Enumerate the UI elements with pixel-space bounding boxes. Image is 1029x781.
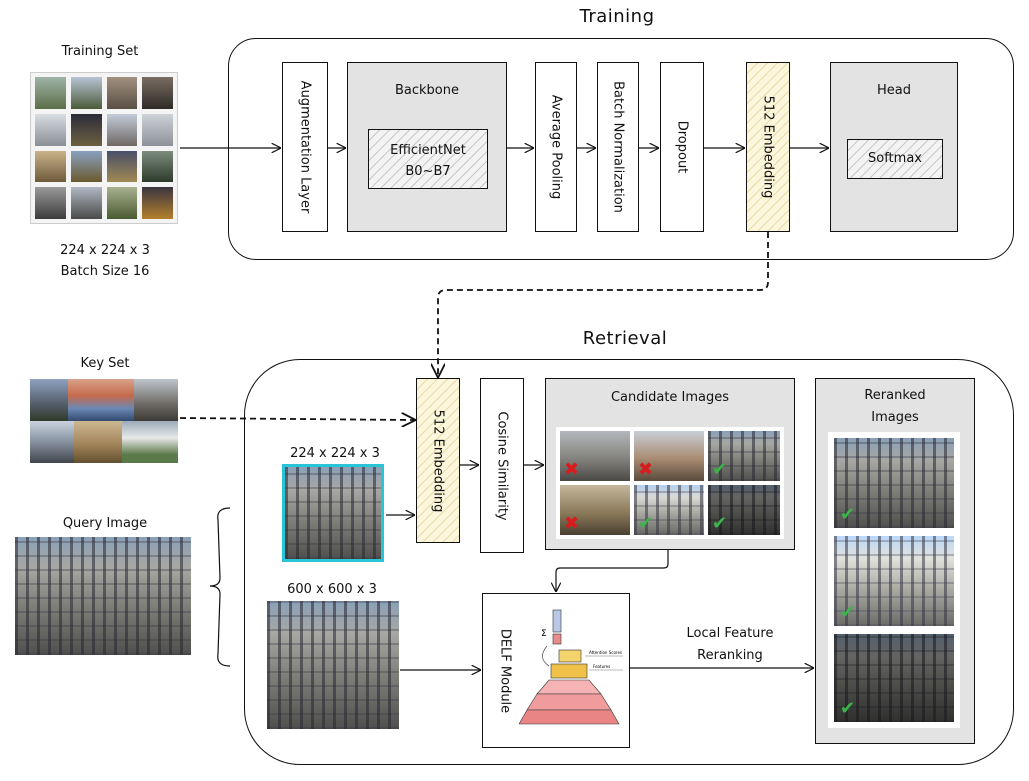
delf-module-label: DELF Module [497,628,513,713]
delf-module: DELF Module Σ Attention Scores Features [482,593,630,748]
efficientnet-variant: B0~B7 [405,164,451,179]
candidate-images-title: Candidate Images [610,390,730,405]
reranked-images-panel: Reranked Images ✔ ✔ ✔ [815,378,975,744]
candidate-images-panel: Candidate Images ✖ ✖ ✔ ✖ ✔ ✔ [545,378,795,550]
training-thumb [142,77,173,109]
batch-normalization-label: Batch Normalization [610,81,626,213]
accept-icon: ✔ [840,504,856,525]
accept-icon: ✔ [840,602,856,623]
query-image-large [267,601,399,729]
reranked-image: ✔ [834,438,954,528]
head-title: Head [877,83,911,98]
training-embedding-layer: 512 Embedding [746,62,790,232]
query-small-size: 224 x 224 x 3 [290,446,380,461]
reject-icon: ✖ [564,513,580,534]
batch-normalization-layer: Batch Normalization [597,62,639,232]
average-pooling-layer: Average Pooling [535,62,577,232]
candidate-image: ✔ [708,485,780,535]
brace-icon [212,505,234,667]
augmentation-layer: Augmentation Layer [282,62,328,232]
accept-icon: ✔ [638,513,654,534]
query-image-small [282,464,384,562]
training-thumb [106,187,138,219]
reranked-title-line1: Reranked [864,388,926,403]
delf-architecture-icon: Σ Attention Scores Features [519,609,623,725]
efficientnet-label: EfficientNet [390,143,466,158]
training-thumb [70,187,102,219]
features-label: Features [593,664,610,669]
efficientnet-block: EfficientNet B0~B7 [368,129,488,189]
key-set-image-grid [30,379,178,463]
accept-icon: ✔ [712,513,728,534]
key-set-label: Key Set [80,356,130,371]
svg-text:Σ: Σ [541,629,547,639]
query-large-size: 600 x 600 x 3 [287,582,377,597]
reranking-label: Reranking [697,648,763,663]
dropout-layer: Dropout [660,62,704,232]
softmax-label: Softmax [868,151,922,166]
training-thumb [70,150,102,183]
training-thumb [142,187,173,219]
key-image [74,421,122,463]
query-image [15,537,191,655]
key-image [30,379,68,421]
accept-icon: ✔ [840,698,856,719]
local-feature-label: Local Feature [686,626,774,641]
training-batch-size: Batch Size 16 [60,264,150,279]
training-thumb [35,150,66,183]
reject-icon: ✖ [564,459,580,480]
dropout-label: Dropout [674,120,690,174]
head-panel: Head Softmax [830,62,958,232]
candidate-image: ✖ [560,485,630,535]
key-image [30,421,74,463]
candidate-image: ✔ [634,485,704,535]
training-thumb [106,113,138,146]
training-set-image-grid [30,72,178,224]
training-thumb [106,77,138,109]
retrieval-embedding-layer: 512 Embedding [416,378,460,543]
augmentation-layer-label: Augmentation Layer [297,80,313,214]
training-thumb [106,150,138,183]
backbone-title: Backbone [394,83,459,98]
attention-scores-label: Attention Scores [589,650,622,655]
training-thumb [35,77,66,109]
key-image [68,379,134,421]
candidate-image: ✖ [560,431,630,481]
key-image [134,379,178,421]
retrieval-title: Retrieval [582,328,668,349]
training-set-label: Training Set [61,44,139,59]
training-title: Training [579,6,655,27]
reranked-title-line2: Images [871,410,919,425]
reranked-image: ✔ [834,536,954,626]
reject-icon: ✖ [638,459,654,480]
query-image-label: Query Image [62,516,148,531]
accept-icon: ✔ [712,459,728,480]
key-image [122,421,178,463]
average-pooling-label: Average Pooling [548,94,564,200]
training-thumb [142,113,173,146]
training-input-size: 224 x 224 x 3 [60,243,150,258]
training-embedding-label: 512 Embedding [760,95,776,199]
training-thumb [142,150,173,183]
candidate-image: ✖ [634,431,704,481]
candidate-image: ✔ [708,431,780,481]
training-thumb [35,113,66,146]
softmax-block: Softmax [847,139,943,179]
cosine-similarity-block: Cosine Similarity [480,378,524,553]
retrieval-embedding-label: 512 Embedding [430,409,446,512]
training-thumb [70,113,102,146]
cosine-similarity-label: Cosine Similarity [494,410,510,521]
reranked-image: ✔ [834,634,954,722]
training-thumb [70,77,102,109]
backbone-panel: Backbone EfficientNet B0~B7 [347,62,507,232]
training-thumb [35,187,66,219]
